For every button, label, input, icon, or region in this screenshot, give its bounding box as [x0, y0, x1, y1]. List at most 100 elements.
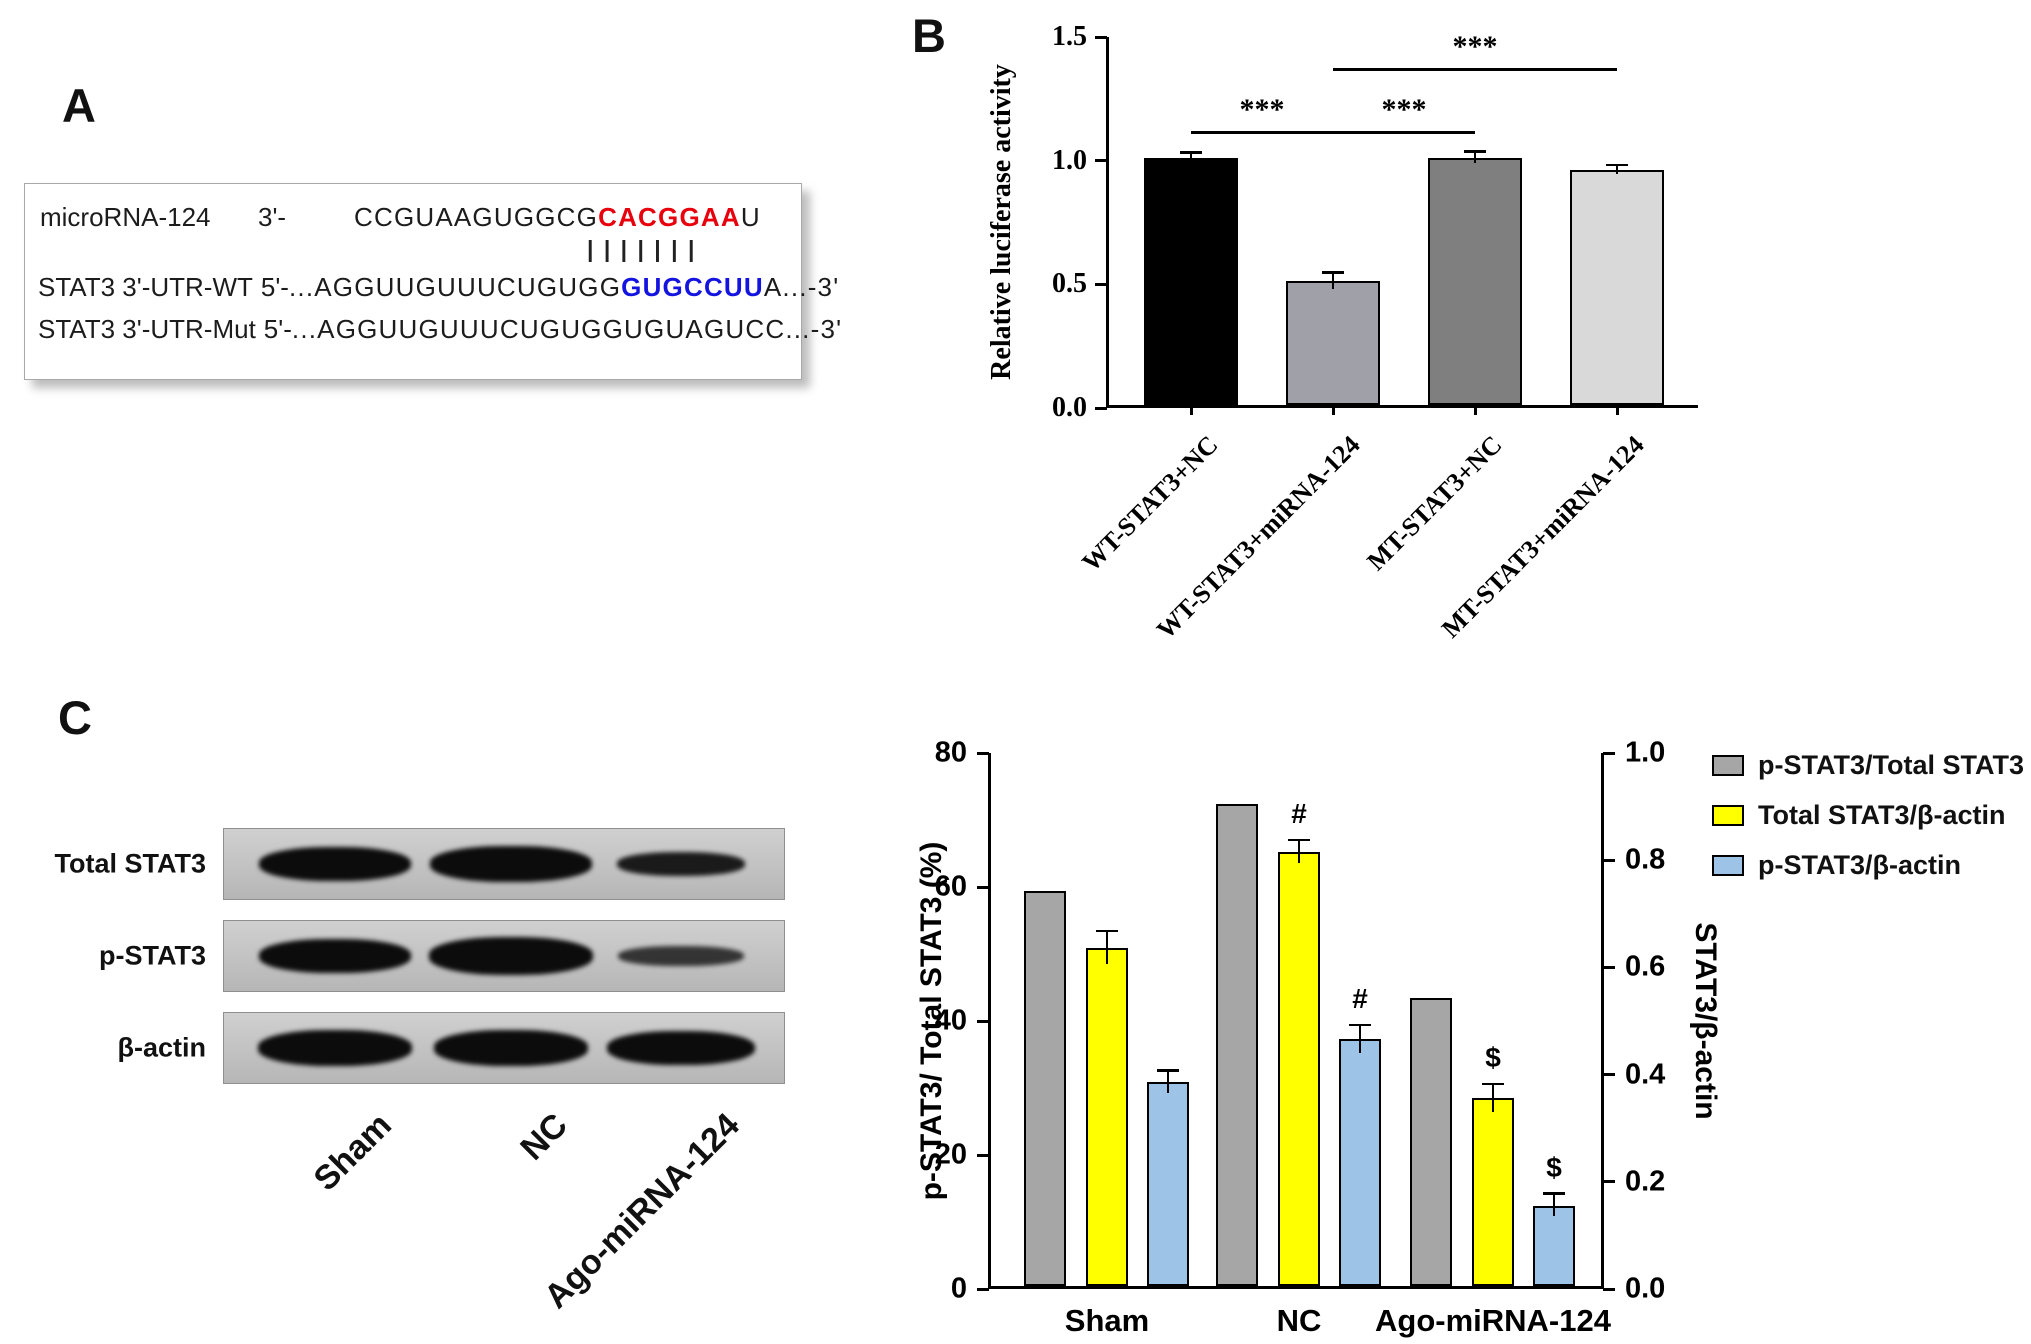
y-tick-label: 0.0 — [1052, 392, 1087, 423]
error-bar-cap — [1543, 1192, 1565, 1195]
error-bar — [1491, 1085, 1495, 1112]
left-y-tick — [977, 885, 989, 889]
left-y-tick — [977, 751, 989, 755]
error-bar-cap — [1322, 271, 1344, 274]
significance-annotation: # — [1291, 798, 1307, 830]
bar-MT-STAT3+miRNA-124 — [1570, 170, 1664, 405]
legend-item-total-stat3-b-actin: Total STAT3/β-actin — [1712, 800, 2024, 830]
legend-item-p-stat3-b-actin: p-STAT3/β-actin — [1712, 850, 2024, 880]
error-bar — [1166, 1071, 1170, 1094]
panel-c-label: C — [58, 691, 92, 744]
blot-row-label-p-stat3: p-STAT3 — [99, 940, 206, 971]
panel-a-label: A — [62, 79, 96, 132]
blot-lane-label-sham: Sham — [306, 1106, 399, 1199]
error-bar — [1189, 153, 1193, 162]
error-bar-cap — [1349, 1023, 1371, 1027]
bar-Sham-p-STAT3/Total STAT3 — [1024, 890, 1066, 1286]
error-bar — [1552, 1194, 1556, 1217]
significance-line — [1333, 68, 1617, 71]
sequence-alignment-box: microRNA-124 3'- CCGUAAGUGGCGCACGGAAU | … — [24, 183, 841, 380]
bar-Ago-miRNA-124-p-STAT3/Total STAT3 — [1410, 997, 1452, 1286]
error-bar — [1615, 166, 1619, 174]
error-bar — [1331, 273, 1335, 289]
legend-label: p-STAT3/β-actin — [1758, 849, 1961, 880]
blot-band — [618, 946, 744, 966]
utr-binding-sequence: GUGCCUU — [621, 272, 764, 302]
mirna-sequence: CCGUAAGUGGCGCACGGAAU — [354, 202, 761, 232]
blot-row-label-total-stat3: Total STAT3 — [54, 848, 207, 879]
blot-panel-0 — [223, 828, 785, 900]
error-bar — [1105, 932, 1109, 965]
utr-mut-name: STAT3 3'-UTR-Mut — [38, 314, 256, 344]
left-y-tick-label: 60 — [934, 870, 967, 903]
y-tick — [1095, 406, 1107, 410]
right-y-tick-label: 1.0 — [1625, 736, 1666, 769]
utr-mut-prime: 5'- — [263, 314, 292, 344]
left-y-tick-label: 0 — [950, 1272, 967, 1305]
y-tick-label: 1.5 — [1052, 21, 1087, 52]
right-y-tick — [1603, 1073, 1615, 1077]
chart-c-legend: p-STAT3/Total STAT3 Total STAT3/β-actin … — [1712, 750, 2024, 900]
error-bar-cap — [1606, 163, 1628, 167]
blot-band — [430, 846, 592, 882]
error-bar-cap — [1288, 838, 1310, 842]
utr-wt-name: STAT3 3'-UTR-WT — [38, 272, 253, 302]
bar-Ago-miRNA-124-p-STAT3/β-actin — [1533, 1205, 1575, 1286]
x-tick — [1473, 405, 1477, 415]
error-bar — [1358, 1026, 1362, 1053]
x-category-label: MT-STAT3+NC — [1361, 430, 1508, 577]
significance-annotation: $ — [1546, 1151, 1562, 1183]
blot-band — [258, 1030, 412, 1066]
x-tick — [1331, 405, 1335, 415]
right-y-tick — [1603, 965, 1615, 969]
bar-WT-STAT3+miRNA-124 — [1286, 281, 1380, 405]
error-bar-cap — [1096, 929, 1118, 933]
blot-row-label-b-actin: β-actin — [117, 1032, 207, 1063]
x-category-label: WT-STAT3+NC — [1076, 430, 1224, 578]
error-bar — [1297, 841, 1301, 863]
x-tick — [1615, 405, 1619, 415]
mirna-seed-sequence: CACGGAA — [598, 202, 741, 232]
utr-mut-row: STAT3 3'-UTR-Mut 5'-...AGGUUGUUUCUGUGGUGU… — [38, 314, 842, 345]
blot-panel-1 — [223, 920, 785, 992]
significance-line — [1333, 131, 1475, 134]
x-category-label: Sham — [1064, 1303, 1150, 1338]
bar-NC-Total STAT3/β-actin — [1278, 851, 1320, 1286]
blot-band — [259, 847, 411, 881]
blot-band — [434, 1030, 588, 1066]
blot-band — [617, 852, 745, 876]
right-y-tick-label: 0.2 — [1625, 1165, 1666, 1198]
left-y-tick-label: 40 — [934, 1004, 967, 1037]
y-tick — [1095, 35, 1107, 39]
chart-c-right-axis-label: STAT3/β-actin — [1689, 922, 1722, 1120]
significance-annotation: # — [1352, 983, 1368, 1015]
legend-label: p-STAT3/Total STAT3 — [1758, 749, 2024, 780]
error-bar-cap — [1180, 151, 1202, 154]
panel-b-label: B — [912, 9, 946, 62]
error-bar-cap — [1464, 150, 1486, 153]
y-tick-label: 1.0 — [1052, 144, 1087, 176]
left-y-tick-label: 80 — [934, 736, 967, 769]
left-y-tick — [977, 1287, 989, 1291]
blot-band — [259, 939, 411, 973]
blot-panel-2 — [223, 1012, 785, 1084]
significance-label: *** — [1452, 30, 1498, 63]
bar-MT-STAT3+NC — [1428, 157, 1522, 405]
chart-c-plot: # $ # $ Sham NC Ago-miRNA-124 0 20 40 60 80 0.0 0.2 0.… — [935, 737, 1666, 1339]
base-pairing-bars: | | | | | | | — [587, 236, 697, 262]
significance-label: *** — [1239, 93, 1285, 126]
error-bar-cap — [1157, 1069, 1179, 1072]
y-tick — [1095, 282, 1107, 286]
error-bar-cap — [1482, 1082, 1504, 1085]
utr-wt-prime: 5'- — [260, 272, 289, 302]
blot-lane-label-nc: NC — [513, 1106, 575, 1168]
legend-label: Total STAT3/β-actin — [1758, 799, 2006, 830]
blot-band — [429, 937, 593, 975]
right-y-tick-label: 0.6 — [1625, 950, 1666, 983]
bar-NC-p-STAT3/β-actin — [1339, 1039, 1381, 1286]
y-tick — [1095, 159, 1107, 163]
chart-b-plot: WT-STAT3+NC WT-STAT3+miRNA-124 MT-STAT3+NC… — [1052, 21, 1698, 645]
x-tick — [1189, 405, 1193, 415]
bar-NC-p-STAT3/Total STAT3 — [1216, 803, 1258, 1286]
right-y-tick-label: 0.8 — [1625, 843, 1666, 876]
